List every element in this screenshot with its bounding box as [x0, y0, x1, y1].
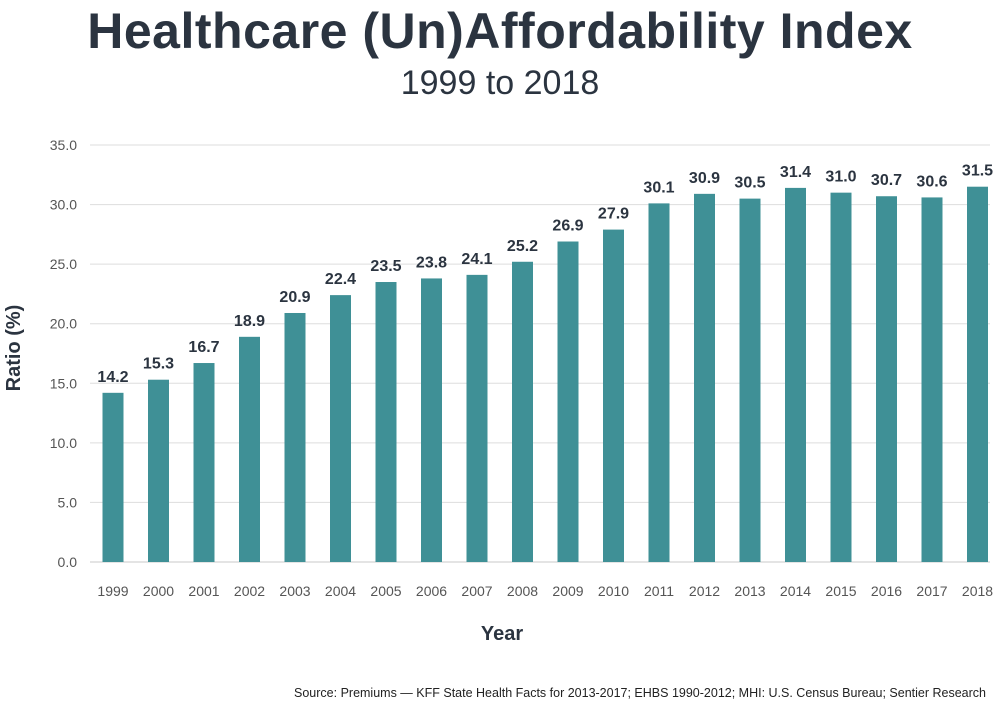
value-label: 15.3 — [143, 356, 174, 373]
y-tick-label: 0.0 — [58, 554, 78, 570]
x-tick-label: 2014 — [780, 583, 811, 599]
bar — [466, 274, 488, 562]
value-label: 25.2 — [507, 238, 538, 255]
y-tick-label: 25.0 — [50, 256, 77, 272]
bar — [557, 241, 579, 562]
x-tick-label: 2005 — [370, 583, 401, 599]
value-label: 30.6 — [916, 173, 947, 190]
value-label: 26.9 — [552, 218, 583, 235]
value-labels: 14.2 15.3 16.7 18.9 20.9 22.4 23.5 23.8 24.1 25.2… — [97, 163, 993, 386]
value-label: 27.9 — [598, 206, 629, 223]
source-note: Source: Premiums — KFF State Health Fact… — [294, 686, 986, 700]
x-tick-label: 2012 — [689, 583, 720, 599]
bar — [603, 229, 624, 562]
bar — [148, 379, 169, 562]
x-tick-label: 2010 — [598, 583, 629, 599]
x-tick-label: 2001 — [188, 583, 219, 599]
value-label: 16.7 — [188, 339, 219, 356]
x-tick-label: 2016 — [871, 583, 902, 599]
value-label: 24.1 — [461, 251, 492, 268]
y-axis-ticks: 0.0 5.0 10.0 15.0 20.0 25.0 30.0 35.0 — [50, 137, 77, 570]
x-tick-label: 2015 — [825, 583, 856, 599]
bar — [830, 192, 852, 562]
x-tick-label: 1999 — [97, 583, 128, 599]
x-tick-label: 2000 — [143, 583, 174, 599]
bar — [921, 197, 943, 562]
x-tick-label: 2009 — [552, 583, 583, 599]
x-tick-label: 2017 — [916, 583, 947, 599]
bar — [239, 336, 260, 562]
value-label: 14.2 — [97, 369, 128, 386]
bar — [739, 198, 761, 562]
value-label: 22.4 — [325, 271, 356, 288]
x-tick-label: 2013 — [734, 583, 765, 599]
value-label: 23.8 — [416, 254, 447, 271]
y-tick-label: 15.0 — [50, 375, 77, 391]
chart-subtitle: 1999 to 2018 — [400, 64, 600, 102]
value-label: 23.5 — [370, 258, 401, 275]
x-tick-label: 2007 — [461, 583, 492, 599]
bar — [102, 392, 124, 562]
bar — [785, 187, 806, 563]
bar — [375, 282, 397, 562]
value-label: 18.9 — [234, 313, 265, 330]
value-label: 31.0 — [825, 169, 856, 186]
x-tick-label: 2003 — [279, 583, 310, 599]
chart-title: Healthcare (Un)Affordability Index — [87, 3, 913, 59]
bar — [330, 295, 351, 562]
bar — [512, 261, 533, 562]
value-label: 30.9 — [689, 170, 720, 187]
gridlines — [90, 144, 990, 563]
value-label: 31.5 — [962, 163, 993, 180]
bar — [967, 186, 988, 562]
value-label: 20.9 — [279, 289, 310, 306]
y-tick-label: 30.0 — [50, 197, 77, 213]
x-tick-label: 2002 — [234, 583, 265, 599]
y-tick-label: 20.0 — [50, 316, 77, 332]
y-tick-label: 5.0 — [58, 494, 78, 510]
value-label: 30.7 — [871, 172, 902, 189]
x-tick-label: 2004 — [325, 583, 356, 599]
x-tick-label: 2008 — [507, 583, 538, 599]
y-tick-label: 10.0 — [50, 435, 77, 451]
value-label: 31.4 — [780, 164, 811, 181]
x-tick-label: 2006 — [416, 583, 447, 599]
bar — [193, 363, 215, 562]
value-label: 30.5 — [734, 175, 765, 192]
bars — [102, 186, 988, 563]
x-tick-label: 2018 — [962, 583, 993, 599]
x-tick-label: 2011 — [644, 583, 674, 599]
y-tick-label: 35.0 — [50, 137, 77, 153]
bar — [876, 196, 897, 562]
bar — [284, 312, 306, 562]
bar — [648, 203, 670, 562]
value-label: 30.1 — [643, 179, 674, 196]
x-axis-label: Year — [481, 623, 523, 645]
bar — [421, 278, 442, 562]
bar — [694, 193, 715, 562]
y-axis-label: Ratio (%) — [3, 305, 25, 392]
x-axis-ticks: 1999 2000 2001 2002 2003 2004 2005 2006 2007 2008… — [97, 583, 993, 599]
